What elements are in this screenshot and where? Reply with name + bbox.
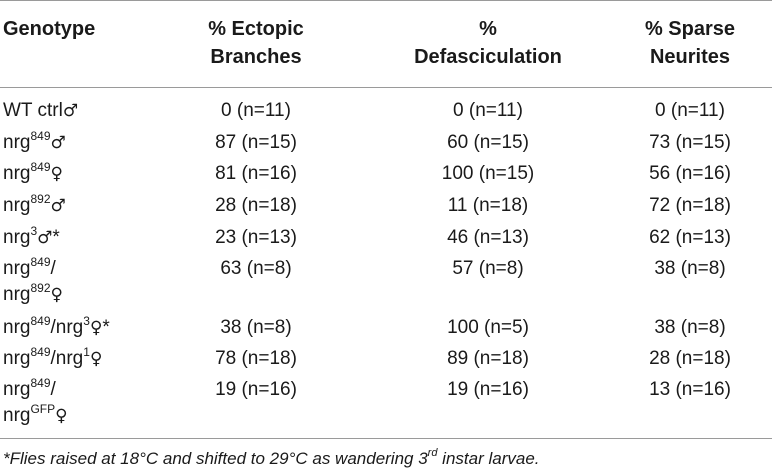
header-ectopic-line2: Branches — [210, 46, 302, 68]
genotype-cell: nrg849♂ — [3, 128, 66, 153]
defasc-cell: 89 (n=18) — [447, 348, 529, 369]
sparse-cell: 72 (n=18) — [649, 195, 731, 216]
ectopic-cell: 19 (n=16) — [215, 379, 297, 400]
header-sparse-line1: % Sparse — [644, 18, 736, 40]
ectopic-cell: 78 (n=18) — [215, 348, 297, 369]
male-symbol: ♂ — [37, 228, 53, 248]
sparse-cell: 28 (n=18) — [649, 348, 731, 369]
genotype-cell: WT ctrl♂ — [3, 100, 79, 121]
genotype-cell: nrg849/nrg1♀ — [3, 344, 103, 369]
defasc-cell: 46 (n=13) — [447, 227, 529, 248]
defasc-cell: 11 (n=18) — [447, 195, 529, 216]
sparse-cell: 0 (n=11) — [655, 100, 725, 121]
ectopic-cell: 0 (n=11) — [221, 100, 291, 121]
female-symbol: ♀ — [50, 164, 63, 184]
header-genotype: Genotype — [3, 18, 96, 40]
header-defasc-line1: % — [479, 18, 497, 40]
male-symbol: ♂ — [62, 101, 79, 121]
header-ectopic-branches: % Ectopic Branches — [136, 15, 376, 71]
table-top-rule — [0, 0, 772, 1]
ectopic-cell: 81 (n=16) — [215, 163, 297, 184]
sparse-cell: 73 (n=15) — [649, 132, 731, 153]
sparse-cell: 38 (n=8) — [654, 258, 726, 279]
sparse-cell: 38 (n=8) — [654, 317, 726, 338]
footnote-star: * — [102, 317, 110, 338]
sparse-cell: 13 (n=16) — [649, 379, 731, 400]
genotype-cell: nrg849♀ — [3, 159, 63, 184]
header-sparse-neurites: % Sparse Neurites — [570, 15, 772, 71]
genotype-cell: nrg849/nrgGFP♀ — [3, 375, 68, 426]
defasc-cell: 100 (n=5) — [447, 317, 529, 338]
ectopic-cell: 38 (n=8) — [220, 317, 292, 338]
header-sparse-line2: Neurites — [649, 46, 731, 68]
genotype-cell: nrg892♂ — [3, 191, 66, 216]
defasc-cell: 100 (n=15) — [441, 163, 535, 184]
header-defasciculation: % Defasciculation — [368, 15, 608, 71]
header-defasc-line2: Defasciculation — [414, 46, 562, 68]
header-rule — [0, 87, 772, 88]
defasc-cell: 0 (n=11) — [453, 100, 523, 121]
female-symbol: ♀ — [55, 406, 68, 426]
table-footnote: *Flies raised at 18°C and shifted to 29°… — [3, 447, 540, 468]
header-ectopic-line1: % Ectopic — [208, 18, 304, 40]
female-symbol: ♀ — [89, 349, 103, 369]
genotype-cell: nrg849/nrg892♀ — [3, 254, 63, 305]
female-symbol: ♀ — [89, 318, 103, 338]
male-symbol: ♂ — [50, 133, 66, 153]
defasc-cell: 60 (n=15) — [447, 132, 529, 153]
genotype-cell: nrg849/nrg3♀* — [3, 313, 110, 338]
ectopic-cell: 87 (n=15) — [215, 132, 297, 153]
defasc-cell: 57 (n=8) — [452, 258, 524, 279]
ectopic-cell: 63 (n=8) — [220, 258, 292, 279]
genotype-cell: nrg3♂* — [3, 223, 60, 248]
table-bottom-rule — [0, 438, 772, 439]
ectopic-cell: 28 (n=18) — [215, 195, 297, 216]
male-symbol: ♂ — [50, 196, 66, 216]
female-symbol: ♀ — [50, 285, 63, 305]
footnote-star: * — [52, 227, 60, 248]
ectopic-cell: 23 (n=13) — [215, 227, 297, 248]
sparse-cell: 56 (n=16) — [649, 163, 731, 184]
defasc-cell: 19 (n=16) — [447, 379, 529, 400]
sparse-cell: 62 (n=13) — [649, 227, 731, 248]
